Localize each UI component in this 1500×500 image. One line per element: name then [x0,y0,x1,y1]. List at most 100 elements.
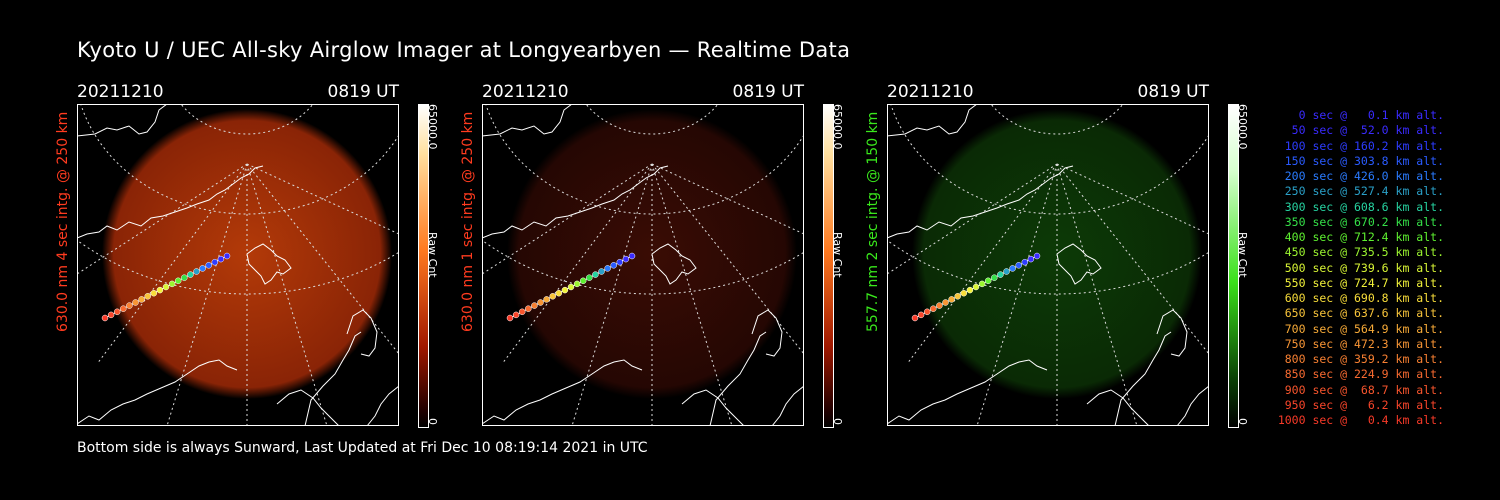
trajectory-point [1033,252,1041,260]
legend-row: 0 sec @ 0.1 km alt. [1298,108,1444,122]
page-title: Kyoto U / UEC All-sky Airglow Imager at … [77,38,851,62]
trajectory-point [150,289,158,297]
allsky-map [482,104,804,426]
trajectory-point [966,286,974,294]
coastline [887,359,1048,425]
coastline [771,385,804,426]
colorbar [1228,104,1239,428]
meridian-line [96,163,248,365]
coastline [1114,331,1172,426]
allsky-map [77,104,399,426]
trajectory-point [991,274,998,281]
meridian-line [246,163,328,426]
meridian-line [166,163,248,426]
trajectory-point [199,265,206,272]
legend-row: 500 sec @ 739.6 km alt. [1284,260,1444,275]
trajectory-point [984,277,992,285]
trajectory-point [579,277,587,285]
panel-630nm-4sec: 20211210 0819 UT 630.0 nm 4 sec intg. @ … [55,82,457,432]
allsky-map [887,104,1209,426]
meridian-line [1056,163,1209,355]
panel-wavelength-label: 557.7 nm 2 sec intg. @ 150 km [865,111,881,332]
coastline [77,104,168,137]
colorbar-min-label: 0 [831,418,844,425]
map-frame [77,104,399,426]
trajectory-point [561,286,569,294]
colorbar-min-label: 0 [1236,418,1249,425]
trajectory-point [948,296,955,303]
colorbar [418,104,429,428]
trajectory-point [512,311,520,319]
meridian-line [976,163,1058,426]
trajectory-point [586,274,593,281]
meridian-line [906,163,1058,365]
trajectory-point [573,280,581,288]
legend-row: 900 sec @ 68.7 km alt. [1284,382,1444,397]
meridian-line [77,163,248,275]
legend-row: 600 sec @ 690.8 km alt. [1284,291,1444,305]
trajectory-point [531,302,538,309]
trajectory-point [1009,265,1016,272]
colorbar [823,104,834,428]
trajectory-point [193,268,200,275]
footer-update-note: Bottom side is always Sunward, Last Upda… [77,440,648,456]
trajectory-point [113,308,121,316]
trajectory-point [543,296,550,303]
coastline [1176,385,1209,426]
coastline [304,331,362,426]
coastline [366,385,399,426]
coastline [246,243,292,285]
trajectory-legend: 0 sec @ 0.1 km alt. 50 sec @ 52.0 km alt… [1268,108,1444,428]
trajectory-point [1003,268,1010,275]
legend-row: 300 sec @ 608.6 km alt. [1284,199,1444,214]
legend-row: 350 sec @ 670.2 km alt. [1284,214,1444,229]
trajectory-point [144,293,151,300]
legend-row: 250 sec @ 527.4 km alt. [1284,184,1444,199]
trajectory-point [156,286,164,294]
meridian-line [1056,163,1138,426]
map-frame [887,104,1209,426]
trajectory-point [126,302,133,309]
trajectory-point [205,262,212,269]
coastline [651,243,697,285]
trajectory-point [506,314,514,322]
trajectory-point [942,299,949,306]
trajectory-point [132,299,139,306]
trajectory-point [917,311,925,319]
meridian-line [246,163,399,355]
coastline [482,359,643,425]
trajectory-point [1021,258,1029,266]
legend-row: 850 sec @ 224.9 km alt. [1284,367,1444,382]
trajectory-point [628,252,636,260]
trajectory-point [911,314,919,322]
coastline [482,165,669,239]
coastline [77,165,264,239]
trajectory-point [107,311,115,319]
trajectory-point [223,252,231,260]
trajectory-point [616,258,624,266]
panel-630nm-1sec: 20211210 0819 UT 630.0 nm 1 sec intg. @ … [460,82,862,432]
coastline [709,331,767,426]
legend-row: 800 sec @ 359.2 km alt. [1284,352,1444,366]
trajectory-point [181,274,188,281]
trajectory-point [174,277,182,285]
colorbar-min-label: 0 [426,418,439,425]
panel-557nm-2sec: 20211210 0819 UT 557.7 nm 2 sec intg. @ … [865,82,1267,432]
trajectory-point [567,283,575,291]
coastline [482,104,573,137]
meridian-line [482,163,653,275]
meridian-line [887,163,1058,275]
panel-wavelength-label: 630.0 nm 4 sec intg. @ 250 km [55,111,71,332]
colorbar-max-label: 65000.0 [426,104,439,150]
panel-date: 20211210 [482,82,569,102]
legend-row: 650 sec @ 637.6 km alt. [1284,306,1444,321]
trajectory-point [187,271,194,278]
trajectory-point [211,258,219,266]
trajectory-point [997,271,1004,278]
legend-row: 700 sec @ 564.9 km alt. [1284,321,1444,336]
trajectory-point [217,255,225,263]
coastline [887,104,978,137]
trajectory-point [604,265,611,272]
panel-wavelength-label: 630.0 nm 1 sec intg. @ 250 km [460,111,476,332]
colorbar-unit-label: Raw Cnt [1236,232,1249,278]
